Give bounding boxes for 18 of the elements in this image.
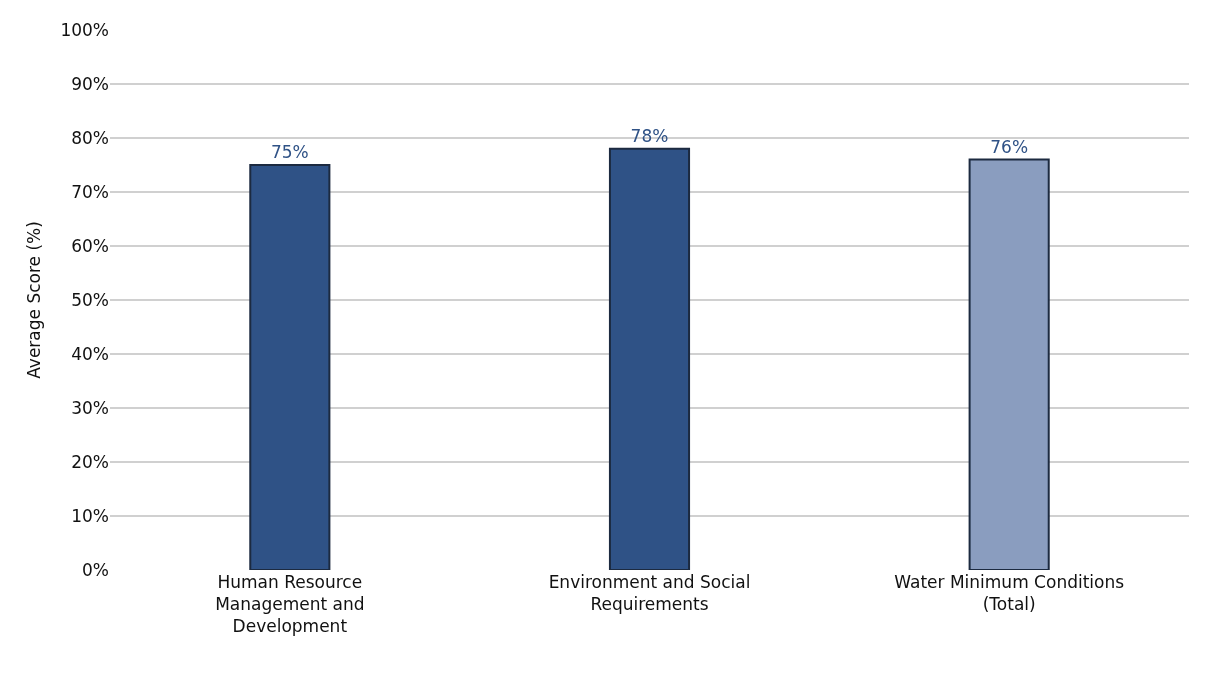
x-tick-label: Environment and Social Requirements [548,572,751,615]
data-label: 78% [630,125,669,146]
y-tick-label: 50% [71,289,109,310]
y-tick-label: 90% [71,73,109,94]
y-tick-label: 80% [71,127,109,148]
y-tick-label: 40% [71,343,109,364]
y-tick-label: 60% [71,235,109,256]
y-axis-title: Average Score (%) [23,221,44,379]
y-tick-label: 100% [60,19,109,40]
y-tick-label: 30% [71,397,109,418]
x-tick-label: Human Resource Management and Development [215,572,365,637]
y-tick-label: 0% [82,559,109,580]
data-label: 75% [270,142,309,162]
y-tick-label: 10% [71,505,109,526]
data-label: 76% [990,136,1029,157]
y-tick-label: 70% [71,181,109,202]
x-tick-label: Water Minimum Conditions (Total) [894,572,1125,615]
y-tick-label: 20% [71,451,109,472]
